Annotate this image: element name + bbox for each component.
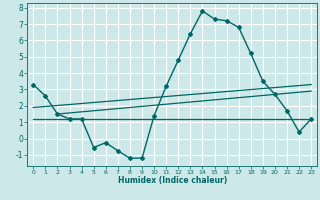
X-axis label: Humidex (Indice chaleur): Humidex (Indice chaleur) <box>118 176 227 185</box>
